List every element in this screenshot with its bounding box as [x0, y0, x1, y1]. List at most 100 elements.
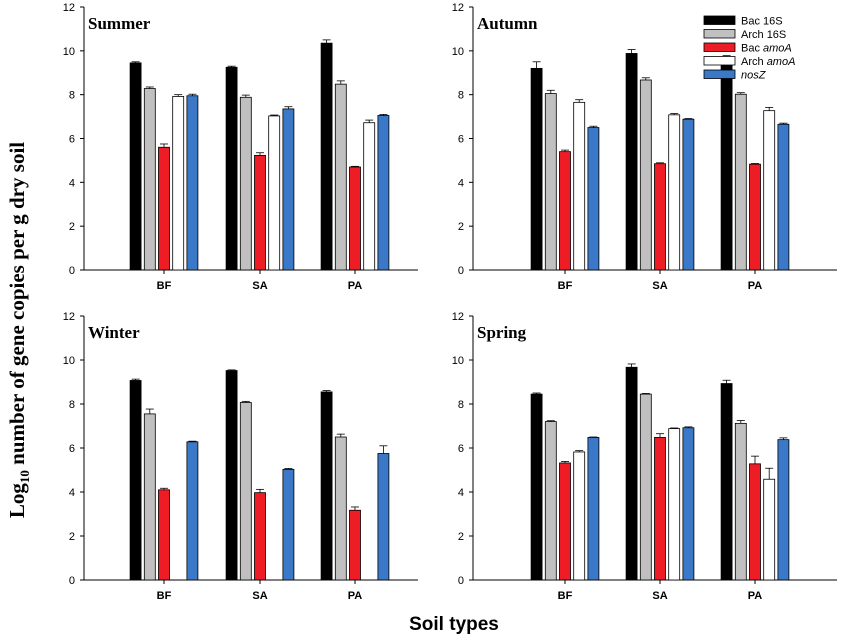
bar-pa-4	[777, 123, 790, 271]
bar-sa-3	[668, 428, 681, 581]
bar-bf-3	[573, 101, 586, 271]
x-tick-label: PA	[748, 280, 763, 292]
bar-bf-0	[129, 380, 142, 581]
y-tick-label: 0	[69, 265, 75, 277]
bar-pa-1	[734, 422, 747, 581]
bar-pa-1	[734, 93, 747, 271]
bar-pa-0	[320, 391, 333, 581]
panel-spring: 0 2 4 6 8 10 12 Spring BF SA PA	[452, 311, 837, 602]
y-tick-label: 2	[69, 221, 75, 233]
y-tick-label: 4	[458, 487, 464, 499]
y-tick-label: 12	[452, 2, 464, 14]
y-tick-label: 2	[458, 531, 464, 543]
legend-swatch	[703, 69, 736, 79]
bar-sa-2	[254, 154, 266, 271]
x-tick-label: BF	[558, 280, 573, 292]
legend-entry: Arch amoA	[741, 56, 795, 68]
legend-swatch	[703, 56, 736, 66]
x-tick-label: SA	[252, 590, 267, 602]
panel-title: Spring	[477, 323, 527, 342]
bar-bf-2	[158, 489, 170, 581]
bar-sa-0	[225, 66, 238, 271]
y-tick-label: 12	[452, 311, 464, 323]
bar-bf-1	[544, 421, 557, 581]
bar-sa-4	[682, 427, 695, 581]
bar-bf-2	[559, 151, 571, 271]
bar-sa-4	[682, 118, 695, 271]
bar-pa-4	[377, 453, 390, 581]
y-tick-label: 2	[458, 221, 464, 233]
bar-sa-3	[668, 114, 681, 271]
panels: 0 2 4 6 8 10 12 Summer BF SA PA 0 2 4 6 8 10 12 Autumn BF SA…	[63, 2, 837, 602]
y-tick-label: 8	[69, 399, 75, 411]
bar-pa-2	[749, 163, 761, 271]
y-tick-label: 4	[458, 177, 464, 189]
bar-bf-4	[186, 95, 199, 271]
x-tick-label: PA	[348, 280, 363, 292]
legend-entry: Bac amoA	[741, 43, 792, 55]
y-tick-label: 2	[69, 531, 75, 543]
bar-sa-1	[639, 79, 652, 271]
bar-pa-4	[377, 115, 390, 271]
x-tick-label: BF	[558, 590, 573, 602]
y-tick-label: 8	[458, 90, 464, 102]
y-tick-label: 12	[63, 311, 75, 323]
y-tick-label: 0	[458, 575, 464, 587]
bar-bf-2	[158, 146, 170, 271]
y-tick-label: 6	[69, 134, 75, 146]
bar-sa-1	[239, 96, 252, 271]
bar-sa-0	[225, 370, 238, 581]
bar-sa-4	[282, 468, 295, 581]
bar-bf-3	[573, 451, 586, 581]
x-tick-label: BF	[157, 280, 172, 292]
bar-bf-1	[143, 88, 156, 271]
bar-sa-0	[625, 53, 638, 271]
bar-bf-0	[129, 62, 142, 271]
bar-bf-0	[530, 393, 543, 581]
y-tick-label: 0	[458, 265, 464, 277]
bar-bf-0	[530, 67, 543, 271]
x-tick-label: PA	[748, 590, 763, 602]
y-tick-label: 8	[458, 399, 464, 411]
legend-entry: Arch 16S	[741, 29, 786, 41]
x-tick-label: PA	[348, 590, 363, 602]
x-tick-label: BF	[157, 590, 172, 602]
bar-sa-1	[639, 393, 652, 581]
panel-winter: 0 2 4 6 8 10 12 Winter BF SA PA	[63, 311, 418, 602]
bar-bf-4	[186, 441, 199, 581]
bar-sa-3	[268, 115, 281, 271]
panel-title: Autumn	[477, 14, 538, 33]
y-tick-label: 4	[69, 487, 75, 499]
x-tick-label: SA	[252, 280, 267, 292]
y-tick-label: 4	[69, 177, 75, 189]
bar-pa-2	[349, 509, 361, 581]
bar-pa-1	[334, 83, 347, 271]
legend-swatch	[703, 15, 736, 25]
bar-pa-1	[334, 436, 347, 581]
legend-entry: Bac 16S	[741, 16, 783, 28]
y-axis-label-sub: 10	[17, 470, 32, 483]
bar-sa-4	[282, 108, 295, 271]
y-tick-label: 0	[69, 575, 75, 587]
y-axis-label-main: Log	[5, 483, 29, 519]
y-tick-label: 6	[458, 134, 464, 146]
y-axis-label: Log10 number of gene copies per g dry so…	[5, 142, 32, 518]
bar-bf-4	[587, 127, 600, 271]
bar-bf-1	[143, 413, 156, 581]
bar-sa-2	[654, 437, 666, 581]
bar-pa-0	[720, 383, 733, 581]
bar-bf-2	[559, 462, 571, 581]
bar-pa-4	[777, 439, 790, 581]
bar-bf-1	[544, 93, 557, 271]
bar-bf-3	[172, 96, 185, 271]
panel-title: Summer	[88, 14, 151, 33]
bar-bf-4	[587, 437, 600, 581]
x-tick-label: SA	[652, 590, 667, 602]
panel-autumn: 0 2 4 6 8 10 12 Autumn BF SA PA	[452, 2, 837, 292]
bar-sa-0	[625, 366, 638, 581]
bar-sa-2	[654, 163, 666, 271]
legend-swatch	[703, 29, 736, 39]
bar-pa-2	[749, 463, 761, 581]
